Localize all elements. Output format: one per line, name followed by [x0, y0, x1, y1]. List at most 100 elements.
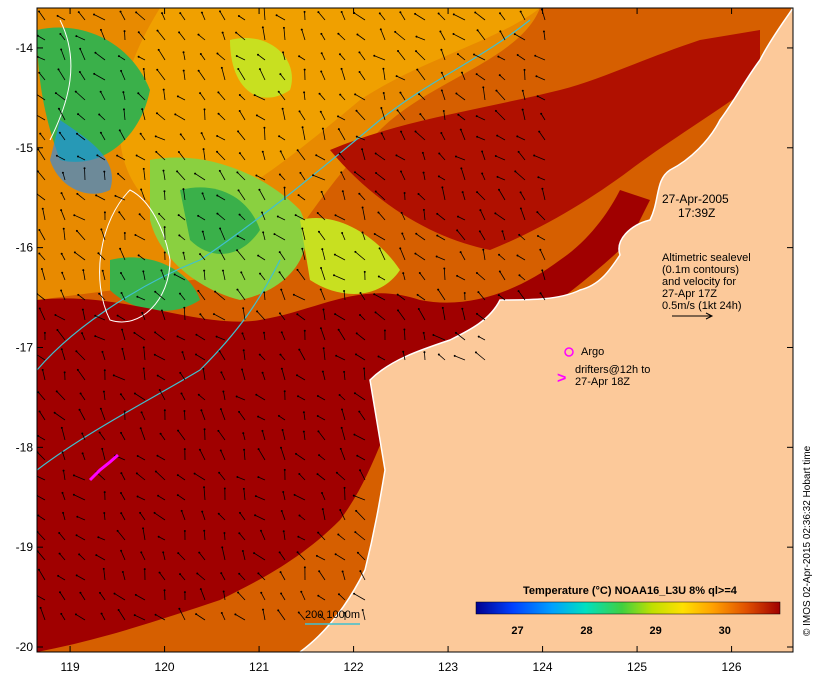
- velocity-arrow: [374, 55, 386, 61]
- velocity-arrow-head: [422, 331, 425, 334]
- velocity-arrow: [417, 294, 426, 301]
- velocity-arrow-head: [234, 613, 237, 616]
- velocity-arrow: [355, 510, 366, 521]
- velocity-arrow-head: [354, 531, 357, 534]
- velocity-arrow: [120, 394, 126, 401]
- velocity-arrow: [400, 12, 406, 21]
- velocity-arrow: [456, 93, 466, 101]
- velocity-arrow: [339, 153, 346, 161]
- velocity-arrow-head: [300, 590, 303, 593]
- velocity-arrow-head: [298, 110, 301, 113]
- velocity-arrow-head: [399, 247, 402, 250]
- velocity-arrow-head: [133, 392, 136, 395]
- velocity-arrow-head: [283, 390, 286, 393]
- velocity-arrow-head: [182, 188, 185, 191]
- velocity-arrow: [341, 427, 346, 441]
- velocity-arrow-head: [121, 571, 124, 574]
- velocity-arrow-head: [99, 90, 102, 93]
- velocity-arrow-head: [294, 452, 297, 455]
- velocity-arrow: [57, 329, 66, 341]
- velocity-arrow: [418, 93, 426, 101]
- velocity-arrow-head: [278, 271, 281, 274]
- velocity-arrow-head: [103, 211, 106, 214]
- velocity-arrow: [276, 14, 286, 21]
- velocity-arrow: [520, 208, 526, 221]
- velocity-arrow-head: [139, 132, 142, 135]
- velocity-arrow: [443, 110, 446, 121]
- velocity-arrow: [179, 235, 186, 241]
- velocity-arrow-head: [216, 194, 219, 197]
- velocity-arrow-head: [333, 253, 336, 256]
- velocity-arrow: [154, 354, 166, 361]
- velocity-arrow-head: [281, 429, 284, 432]
- velocity-arrow-head: [237, 130, 240, 133]
- lon-tick-label: 120: [155, 660, 175, 674]
- velocity-arrow: [121, 292, 126, 301]
- velocity-arrow-head: [416, 68, 419, 71]
- velocity-arrow-head: [202, 148, 205, 151]
- velocity-arrow: [282, 108, 286, 121]
- longitude-axis: 119 120 121 122 123 124 125 126: [61, 8, 742, 674]
- velocity-arrow: [136, 155, 146, 161]
- velocity-arrow: [318, 231, 326, 241]
- velocity-arrow-head: [439, 30, 442, 33]
- velocity-arrow: [262, 430, 266, 441]
- velocity-arrow: [293, 294, 306, 301]
- velocity-arrow: [400, 131, 406, 141]
- velocity-arrow: [383, 68, 386, 81]
- velocity-arrow-head: [60, 48, 63, 51]
- velocity-arrow: [499, 31, 506, 41]
- velocity-arrow-head: [39, 132, 42, 135]
- velocity-arrow: [518, 290, 526, 301]
- velocity-arrow-head: [321, 370, 324, 373]
- velocity-arrow-head: [319, 288, 322, 291]
- velocity-arrow-head: [363, 270, 366, 273]
- velocity-arrow: [235, 32, 246, 41]
- velocity-arrow-head: [195, 333, 198, 336]
- velocity-arrow-head: [358, 71, 361, 74]
- velocity-arrow: [184, 411, 186, 421]
- velocity-arrow-head: [143, 568, 146, 571]
- velocity-arrow-head: [298, 348, 301, 351]
- velocity-arrow-head: [94, 51, 97, 54]
- velocity-arrow-head: [377, 275, 380, 278]
- velocity-arrow-head: [123, 30, 126, 33]
- velocity-arrow: [322, 509, 326, 521]
- velocity-arrow-head: [261, 371, 264, 374]
- velocity-arrow-head: [57, 68, 60, 71]
- velocity-arrow: [203, 530, 206, 541]
- velocity-arrow-head: [333, 274, 336, 277]
- velocity-arrow-head: [77, 293, 80, 296]
- velocity-arrow: [200, 314, 206, 321]
- velocity-arrow-head: [101, 447, 104, 450]
- velocity-arrow: [279, 313, 286, 321]
- velocity-arrow: [362, 609, 366, 621]
- velocity-arrow-head: [242, 307, 245, 310]
- velocity-arrow: [318, 431, 326, 441]
- velocity-arrow: [380, 107, 386, 121]
- velocity-arrow-head: [316, 212, 319, 215]
- velocity-arrow-head: [135, 472, 138, 475]
- velocity-arrow: [418, 193, 426, 201]
- velocity-arrow: [477, 30, 486, 41]
- velocity-arrow: [312, 174, 326, 181]
- velocity-arrow: [397, 50, 406, 61]
- velocity-arrow: [158, 536, 166, 541]
- velocity-arrow-head: [521, 89, 524, 92]
- velocity-arrow-head: [160, 309, 163, 312]
- velocity-arrow: [141, 109, 146, 121]
- velocity-arrow-head: [415, 232, 418, 235]
- velocity-arrow: [341, 68, 346, 81]
- velocity-arrow-head: [261, 429, 264, 432]
- velocity-arrow-head: [153, 511, 156, 514]
- velocity-arrow: [476, 313, 486, 321]
- velocity-arrow-head: [441, 186, 444, 189]
- velocity-arrow-head: [218, 471, 221, 474]
- velocity-arrow-head: [237, 591, 240, 594]
- velocity-arrow-head: [217, 429, 220, 432]
- velocity-arrow-head: [518, 274, 521, 277]
- velocity-arrow: [143, 68, 146, 81]
- velocity-arrow: [137, 455, 146, 461]
- velocity-arrow: [120, 492, 126, 501]
- velocity-arrow-head: [422, 171, 425, 174]
